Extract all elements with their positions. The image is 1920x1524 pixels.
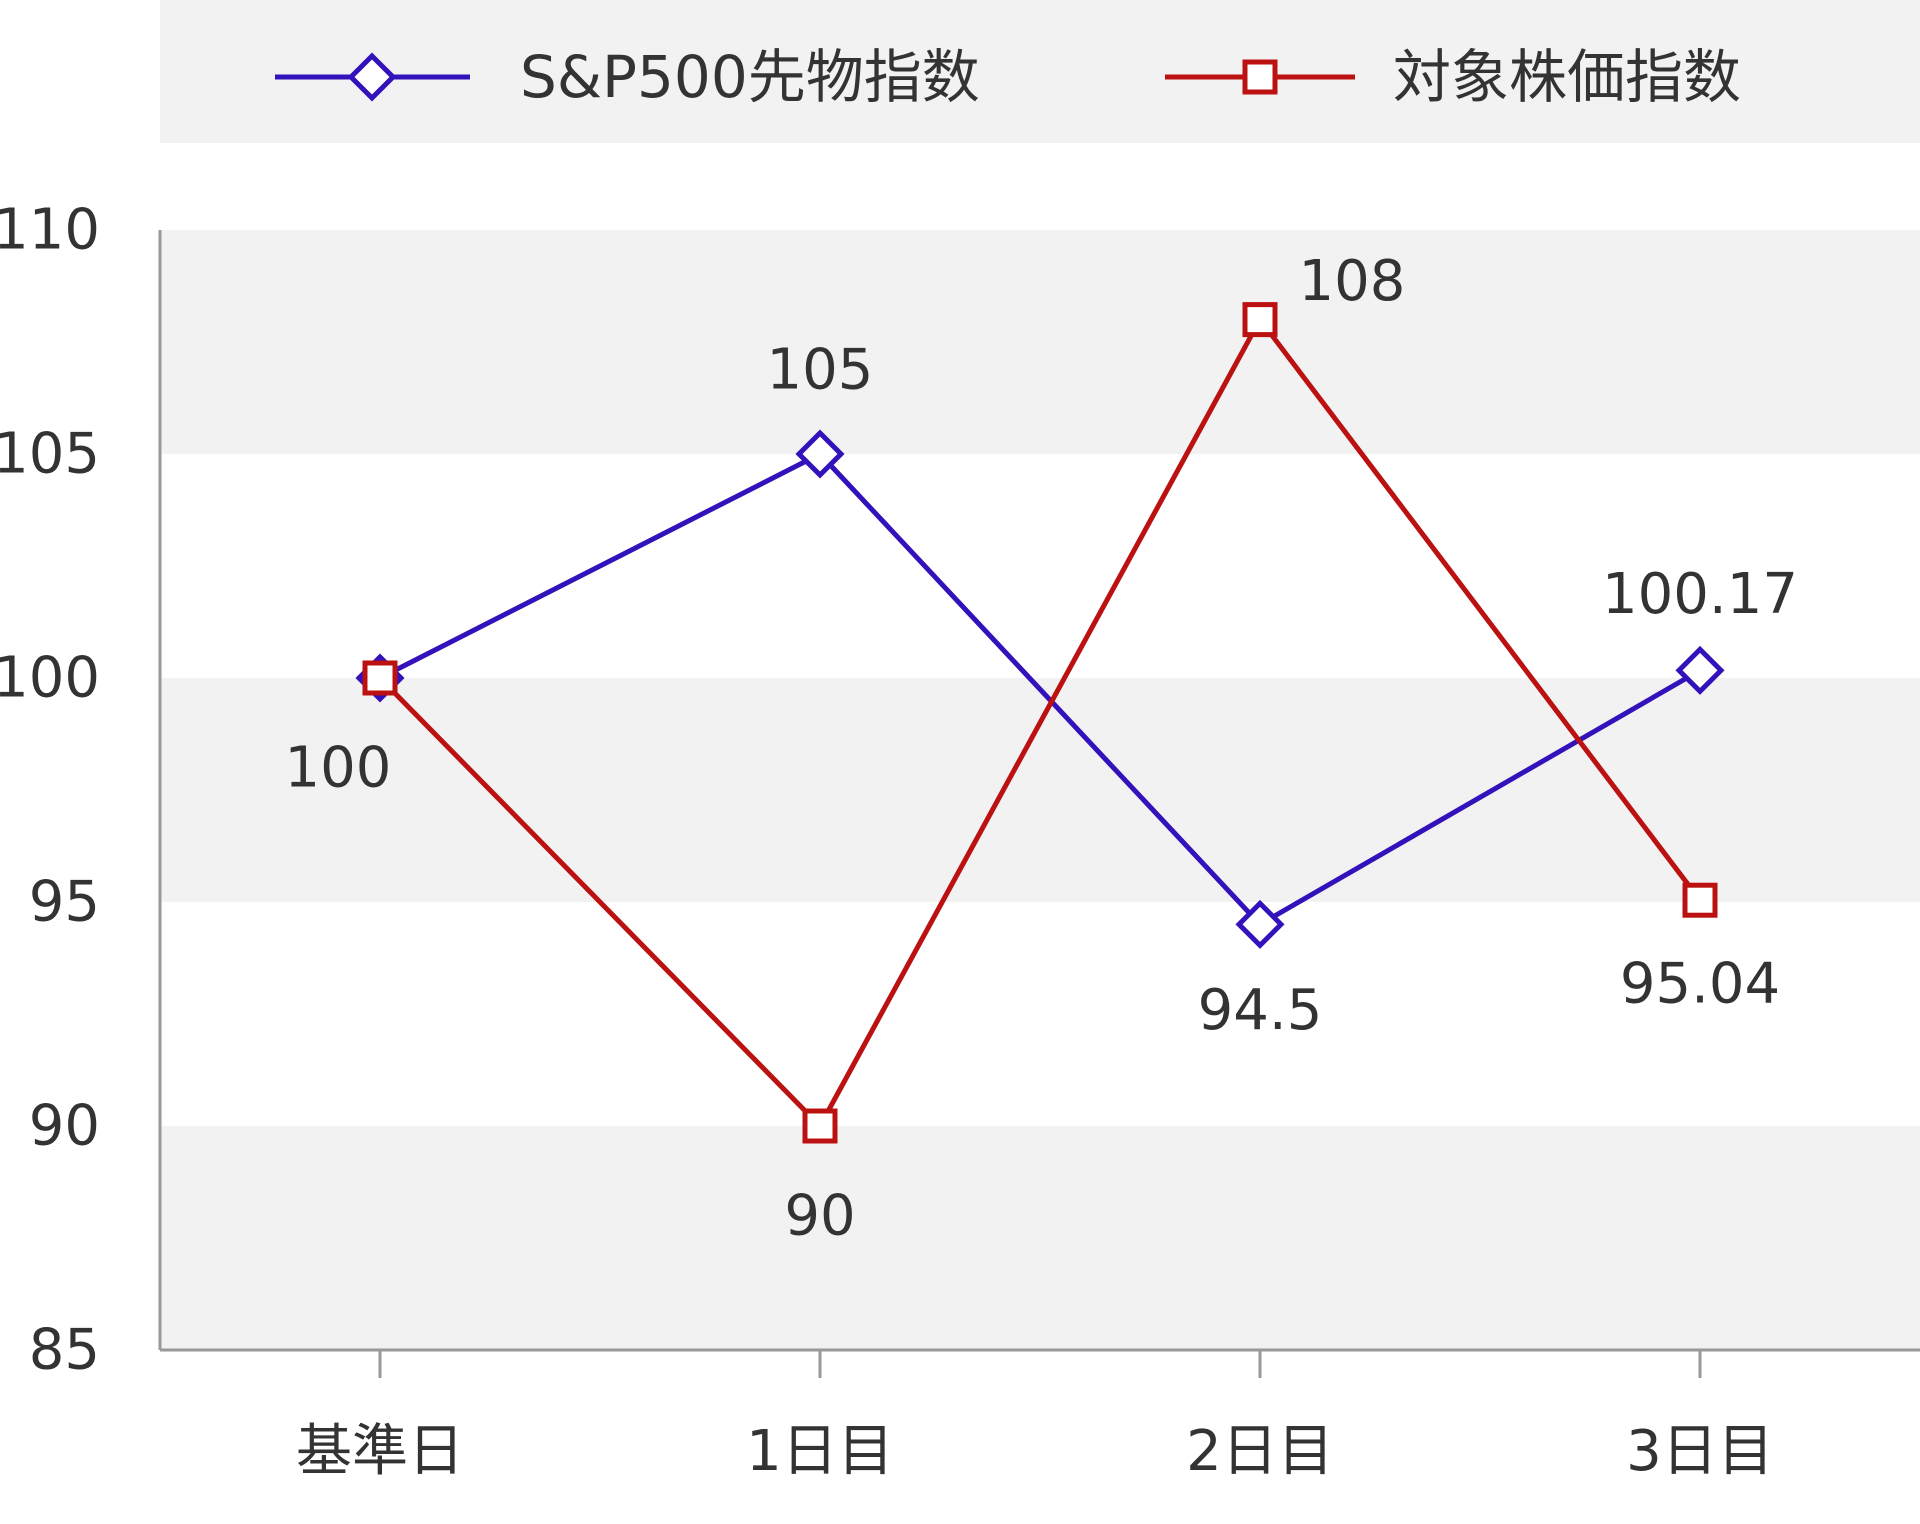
x-tick-label: 1日目 xyxy=(746,1419,894,1484)
legend-label: S&P500先物指数 xyxy=(520,43,980,111)
data-label: 94.5 xyxy=(1198,978,1323,1043)
axes: 85 90 95 100 105 110 基準日 1日目 2日目 3日目 xyxy=(0,198,1920,1484)
y-tick-label: 110 xyxy=(0,198,100,263)
series-line xyxy=(378,317,1702,1129)
y-tick-label: 105 xyxy=(0,422,100,487)
data-point xyxy=(1235,899,1285,949)
legend-marker xyxy=(1242,59,1278,95)
y-tick-label: 85 xyxy=(29,1318,100,1383)
y-tick-label: 90 xyxy=(29,1094,100,1159)
legend-marker xyxy=(347,52,397,102)
data-point xyxy=(802,1108,838,1144)
data-label: 108 xyxy=(1299,249,1406,314)
x-tick-label: 基準日 xyxy=(296,1419,464,1484)
grid-band xyxy=(160,1126,1920,1350)
data-label: 90 xyxy=(784,1184,855,1249)
y-tick-label: 95 xyxy=(29,870,100,935)
data-point xyxy=(1675,645,1725,695)
data-point xyxy=(1242,302,1278,338)
series-line xyxy=(378,451,1702,927)
data-point xyxy=(795,429,845,479)
data-labels: 105 94.5 100.17 100 90 108 95.04 xyxy=(285,249,1798,1248)
series-markers xyxy=(355,302,1725,1144)
plot-bands xyxy=(160,230,1920,1350)
legend-label: 対象株価指数 xyxy=(1393,43,1741,111)
data-label: 95.04 xyxy=(1620,952,1780,1017)
legend: S&P500先物指数 対象株価指数 xyxy=(160,0,1920,143)
x-tick-label: 3日目 xyxy=(1626,1419,1774,1484)
data-point xyxy=(1682,882,1718,918)
legend-background xyxy=(160,0,1920,143)
series-lines xyxy=(378,317,1702,1129)
data-label: 100.17 xyxy=(1602,562,1798,627)
data-label: 105 xyxy=(767,338,874,403)
y-tick-label: 100 xyxy=(0,646,100,711)
data-point xyxy=(362,660,398,696)
x-tick-label: 2日目 xyxy=(1186,1419,1334,1484)
data-label: 100 xyxy=(285,736,392,801)
grid-band xyxy=(160,230,1920,454)
grid-band xyxy=(160,678,1920,902)
